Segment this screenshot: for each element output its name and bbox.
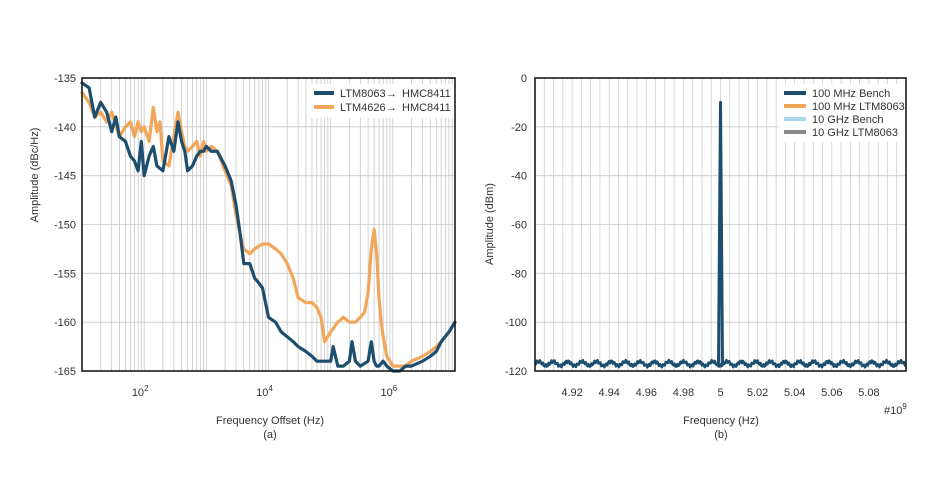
chart-b-series (534, 100, 907, 369)
chart-b-legend-100mhz-bench: 100 MHz Bench (812, 88, 890, 100)
chart-a-y-axis-label: Amplitude (dBc/Hz) (29, 128, 41, 223)
chart-a-y-tick-label: -135 (54, 73, 76, 85)
chart-a-series (80, 81, 457, 373)
chart-b-grid (535, 78, 906, 371)
chart-a-phase-noise: 102 104 106 -135 -140 -145 -150 -155 -160 -165 F… (29, 73, 457, 441)
chart-b-x-tick-label: 4.98 (673, 387, 694, 399)
chart-a-x-tick-label: 104 (256, 384, 273, 399)
chart-a-y-ticks: -135 -140 -145 -150 -155 -160 -165 (54, 73, 76, 378)
chart-a-legend-ltm8063-right: HMC8411 (402, 88, 451, 100)
chart-b-legend-100mhz-ltm8063: 100 MHz LTM8063 (812, 101, 905, 113)
chart-b-y-tick-label: -40 (511, 171, 527, 183)
chart-a-frame (81, 77, 456, 372)
chart-b-x-tick-label: 4.92 (561, 387, 582, 399)
chart-b-y-tick-label: -20 (511, 122, 527, 134)
chart-a-y-tick-label: -140 (54, 122, 76, 134)
chart-b-frame (534, 77, 907, 372)
chart-b-series-100mhz-bench-floor (534, 358, 907, 369)
chart-a-x-axis-label: Frequency Offset (Hz) (216, 415, 324, 427)
chart-a-y-tick-label: -150 (54, 220, 76, 232)
chart-b-legend-10ghz-ltm8063: 10 GHz LTM8063 (812, 127, 898, 139)
chart-a-legend-ltm8063-left: LTM8063 (340, 88, 386, 100)
chart-a-legend-ltm8063-arrow: → (386, 88, 397, 100)
chart-b-legend: 100 MHz Bench 100 MHz LTM8063 10 GHz Ben… (779, 84, 905, 142)
chart-b-x-exponent: #109 (884, 402, 907, 417)
chart-a-y-tick-label: -160 (54, 317, 76, 329)
chart-b-x-tick-label: 5.04 (784, 387, 805, 399)
chart-b-series-100mhz-bench-peak (717, 100, 724, 364)
chart-b-x-tick-label: 5.02 (747, 387, 768, 399)
chart-b-x-ticks: 4.92 4.94 4.96 4.98 5 5.02 5.04 5.06 5.08 (561, 387, 879, 399)
chart-b-x-tick-label: 4.94 (598, 387, 619, 399)
chart-a-series-ltm8063 (80, 81, 457, 373)
chart-b-x-axis-label: Frequency (Hz) (683, 415, 759, 427)
chart-a-legend-ltm4626-left: LTM4626 (340, 102, 386, 114)
chart-a-legend-ltm4626-arrow: → (386, 102, 397, 114)
chart-b-x-tick-label: 4.96 (636, 387, 657, 399)
chart-a-caption: (a) (263, 429, 276, 441)
chart-a-x-tick-label: 102 (132, 384, 149, 399)
chart-b-caption: (b) (714, 429, 727, 441)
chart-b-x-tick-label: 5.08 (858, 387, 879, 399)
chart-a-y-tick-label: -165 (54, 366, 76, 378)
chart-b-x-tick-label: 5 (717, 387, 723, 399)
chart-b-spectrum: 4.92 4.94 4.96 4.98 5 5.02 5.04 5.06 5.08 0 -20 -4… (484, 73, 907, 441)
chart-a-legend-box (309, 84, 453, 118)
chart-b-y-tick-label: -60 (511, 220, 527, 232)
chart-a-x-ticks: 102 104 106 (132, 384, 398, 399)
chart-a-y-tick-label: -145 (54, 171, 76, 183)
chart-b-y-tick-label: -80 (511, 268, 527, 280)
chart-b-y-ticks: 0 -20 -40 -60 -80 -100 -120 (505, 73, 527, 378)
chart-a-series-ltm4626 (80, 91, 457, 368)
chart-b-y-tick-label: -120 (505, 366, 527, 378)
chart-a-x-tick-label: 106 (380, 384, 397, 399)
chart-a-legend-ltm4626-right: HMC8411 (402, 102, 451, 114)
chart-b-legend-10ghz-bench: 10 GHz Bench (812, 114, 884, 126)
chart-b-y-tick-label: 0 (521, 73, 527, 85)
chart-b-x-tick-label: 5.06 (821, 387, 842, 399)
chart-b-y-tick-label: -100 (505, 317, 527, 329)
chart-b-y-axis-label: Amplitude (dBm) (484, 183, 496, 265)
chart-a-y-tick-label: -155 (54, 268, 76, 280)
chart-a-legend: LTM8063 → HMC8411 LTM4626 → HMC8411 (309, 84, 453, 118)
